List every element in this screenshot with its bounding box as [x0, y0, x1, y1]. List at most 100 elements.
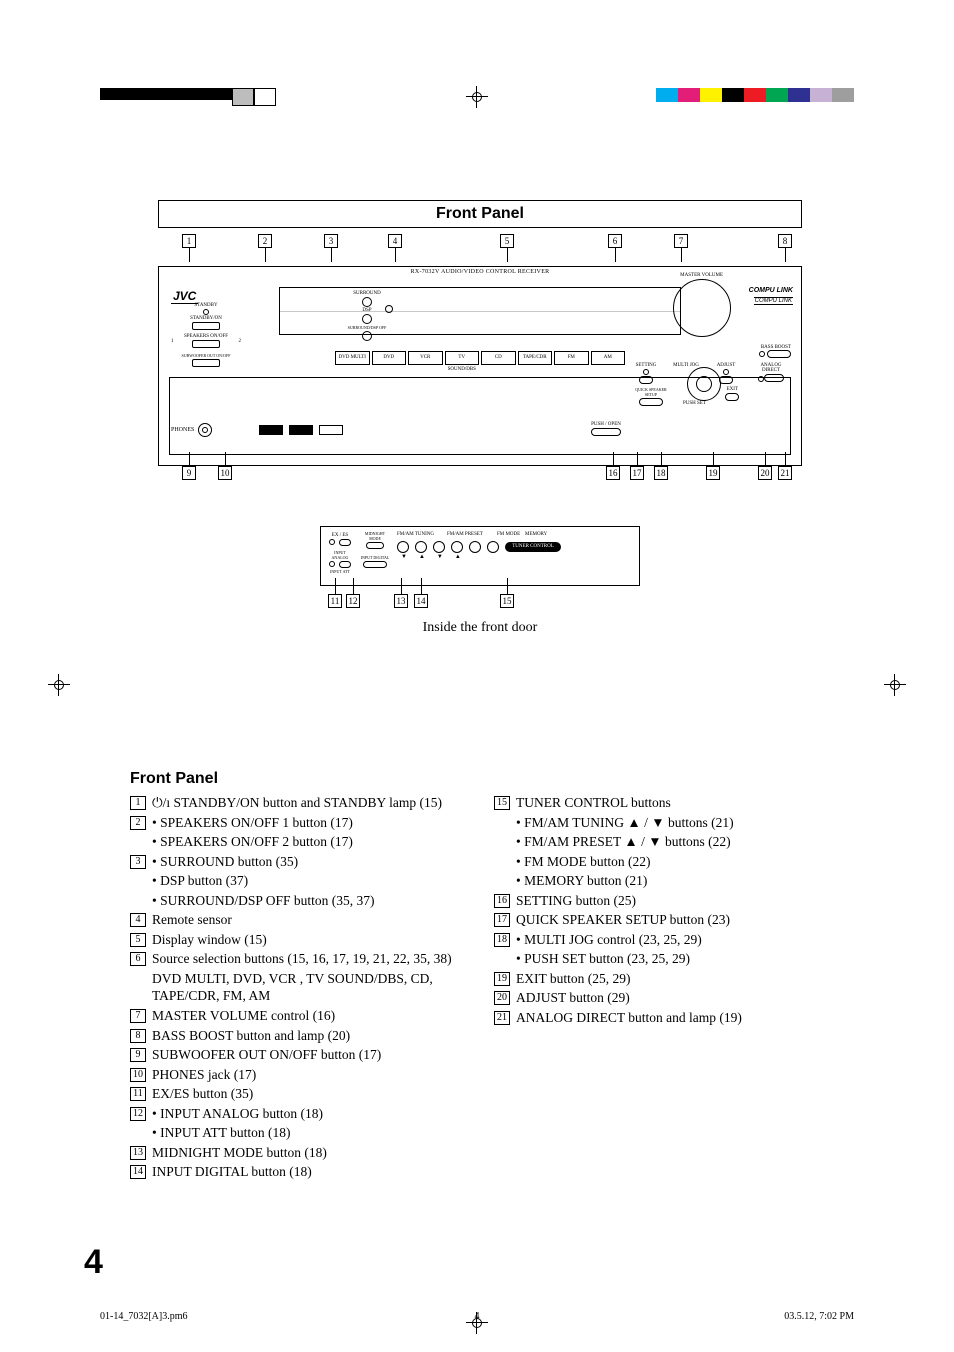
- master-volume-knob: [673, 279, 731, 337]
- surround-column: SURROUND DSP SURROUND/DSP OFF: [337, 291, 397, 342]
- bass-boost-button-icon: [767, 350, 791, 358]
- list-item: 16SETTING button (25): [494, 892, 830, 910]
- list-item-number: 8: [130, 1029, 146, 1043]
- list-item-text: • FM/AM TUNING ▲ / ▼ buttons (21): [516, 814, 734, 832]
- callout-line: [765, 452, 766, 466]
- list-item: DVD MULTI, DVD, VCR , TV SOUND/DBS, CD, …: [130, 970, 466, 1005]
- list-item-text: • INPUT ATT button (18): [152, 1124, 290, 1142]
- list-item-text: • FM MODE button (22): [516, 853, 650, 871]
- color-swatch: [678, 88, 700, 102]
- list-item-number: 17: [494, 913, 510, 927]
- list-item: 1⏻/ı STANDBY/ON button and STANDBY lamp …: [130, 794, 466, 812]
- compulink-sublogo: COMPU LINK: [754, 297, 793, 305]
- list-item-number: 7: [130, 1009, 146, 1023]
- color-swatch: [832, 88, 854, 102]
- callout-number: 15: [500, 594, 514, 608]
- list-item: 18• MULTI JOG control (23, 25, 29): [494, 931, 830, 949]
- list-item-text: ANALOG DIRECT button and lamp (19): [516, 1009, 742, 1027]
- surround-label: SURROUND: [337, 291, 397, 296]
- list-item-text: INPUT DIGITAL button (18): [152, 1163, 312, 1181]
- input-digital-label: INPUT DIGITAL: [359, 555, 391, 560]
- list-item-text: EXIT button (25, 29): [516, 970, 631, 988]
- callout-line: [661, 452, 662, 466]
- adjust-led-icon: [723, 369, 729, 375]
- inside-door-panel: EX / ES INPUT ANALOG INPUT ATT MIDNIGHT …: [320, 526, 640, 586]
- arrow-up-icon: ▲: [419, 554, 425, 560]
- callout-number: 5: [500, 234, 514, 248]
- exes-led-icon: [329, 539, 335, 545]
- speakers1-button-icon: [192, 340, 220, 348]
- color-swatch: [254, 88, 276, 106]
- source-button: TAPE/CDR: [518, 351, 553, 365]
- setting-led-icon: [643, 369, 649, 375]
- list-item-number: 9: [130, 1048, 146, 1062]
- callout-line: [421, 578, 422, 594]
- fmam-tuning-label: FM/AM TUNING: [397, 532, 434, 537]
- midnight-button-icon: [366, 542, 384, 549]
- tuner-control-pill: TUNER CONTROL: [505, 542, 561, 552]
- list-item: 11EX/ES button (35): [130, 1085, 466, 1103]
- multijog-label: MULTI JOG: [673, 363, 699, 368]
- list-item-text: Display window (15): [152, 931, 267, 949]
- dsp-label: DSP: [337, 308, 397, 313]
- callout-number: 3: [324, 234, 338, 248]
- list-item: 21 ANALOG DIRECT button and lamp (19): [494, 1009, 830, 1027]
- color-swatch: [810, 88, 832, 102]
- registration-mark-top: [468, 88, 486, 106]
- bass-boost-group: BASS BOOST: [759, 345, 791, 358]
- list-item-text: MIDNIGHT MODE button (18): [152, 1144, 327, 1162]
- list-item: 19EXIT button (25, 29): [494, 970, 830, 988]
- list-item-text: • PUSH SET button (23, 25, 29): [516, 950, 690, 968]
- color-swatch: [722, 88, 744, 102]
- callout-number: 8: [778, 234, 792, 248]
- preset-up-button-icon: [451, 541, 463, 553]
- standby-lamp-icon: [203, 309, 209, 315]
- callout-line: [713, 452, 714, 466]
- midnight-label: MIDNIGHT MODE: [359, 531, 391, 541]
- tuning-up-button-icon: [415, 541, 427, 553]
- list-item: • FM/AM TUNING ▲ / ▼ buttons (21): [494, 814, 830, 832]
- arrow-down-icon: ▼: [437, 554, 443, 560]
- callout-number: 21: [778, 466, 792, 480]
- list-item-text: Source selection buttons (15, 16, 17, 19…: [152, 950, 452, 968]
- callout-line: [507, 248, 508, 262]
- list-item-text: • SPEAKERS ON/OFF 1 button (17): [152, 814, 353, 832]
- callout-line: [189, 248, 190, 262]
- list-item-text: MASTER VOLUME control (16): [152, 1007, 335, 1025]
- source-button: TV SOUND/DBS: [445, 351, 480, 365]
- callout-number: 17: [630, 466, 644, 480]
- input-analog-led-icon: [329, 561, 335, 567]
- list-item-number: 12: [130, 1107, 146, 1121]
- exes-button-icon: [339, 539, 351, 546]
- color-swatch: [744, 88, 766, 102]
- subwoofer-label: SUBWOOFER OUT ON/OFF: [171, 353, 241, 358]
- list-item-text: • SPEAKERS ON/OFF 2 button (17): [152, 833, 353, 851]
- power-block: STANDBY STANDBY/ON SPEAKERS ON/OFF 12 SU…: [171, 303, 241, 368]
- power-button-icon: [192, 322, 220, 330]
- footer-filename: 01-14_7032[A]3.pm6: [100, 1311, 188, 1322]
- list-item: 6Source selection buttons (15, 16, 17, 1…: [130, 950, 466, 968]
- list-item-text: • FM/AM PRESET ▲ / ▼ buttons (22): [516, 833, 731, 851]
- input-analog-label: INPUT ANALOG: [327, 550, 353, 560]
- color-swatch: [210, 88, 232, 100]
- source-button: VCR: [408, 351, 443, 365]
- tuner-arrows: ▼ ▲ ▼ ▲: [401, 554, 461, 560]
- arrow-down-icon: ▼: [401, 554, 407, 560]
- list-item-number: 21: [494, 1011, 510, 1025]
- callout-number: 2: [258, 234, 272, 248]
- list-item: 4Remote sensor: [130, 911, 466, 929]
- left-list: 1⏻/ı STANDBY/ON button and STANDBY lamp …: [130, 794, 466, 1181]
- color-swatch: [100, 88, 122, 100]
- input-analog-button-icon: [339, 561, 351, 568]
- input-att-label: INPUT ATT: [327, 569, 353, 574]
- front-door-outline: [169, 377, 791, 455]
- memory-label: MEMORY: [525, 532, 547, 537]
- footer: 01-14_7032[A]3.pm6 4 03.5.12, 7:02 PM: [100, 1311, 854, 1322]
- list-item-text: Remote sensor: [152, 911, 232, 929]
- tuning-down-button-icon: [397, 541, 409, 553]
- right-list: 15TUNER CONTROL buttons• FM/AM TUNING ▲ …: [494, 794, 830, 1027]
- list-item-text: PHONES jack (17): [152, 1066, 256, 1084]
- surround-off-button-icon: [362, 331, 372, 341]
- callout-number: 18: [654, 466, 668, 480]
- tuner-control-row: FM/AM TUNING FM/AM PRESET FM MODE MEMORY…: [397, 541, 625, 553]
